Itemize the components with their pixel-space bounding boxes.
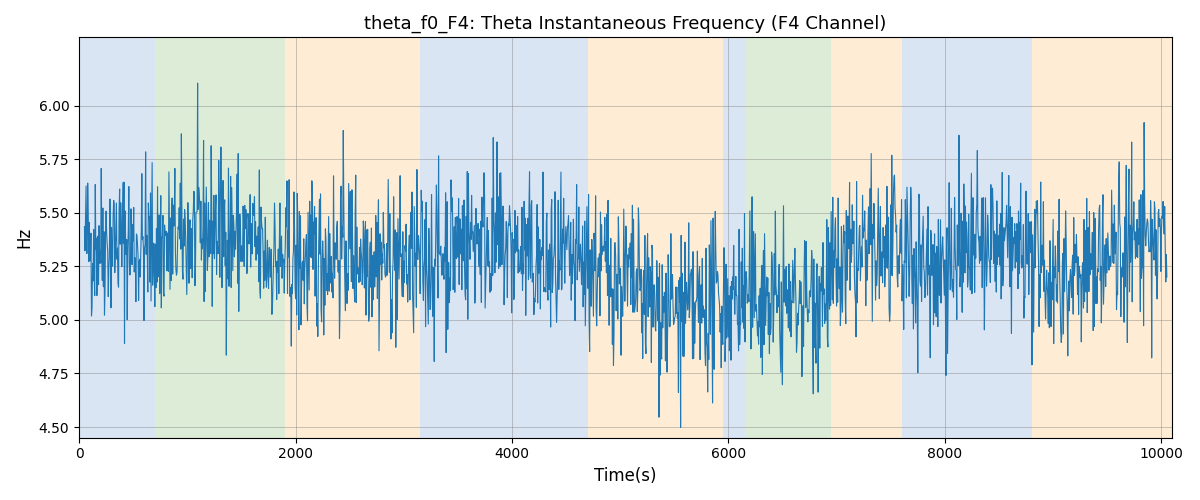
Title: theta_f0_F4: Theta Instantaneous Frequency (F4 Channel): theta_f0_F4: Theta Instantaneous Frequen…	[365, 15, 887, 34]
Bar	[901, 38, 1032, 438]
Bar	[724, 38, 745, 438]
Bar	[79, 38, 155, 438]
Y-axis label: Hz: Hz	[14, 227, 32, 248]
Bar	[517, 38, 588, 438]
X-axis label: Time(s): Time(s)	[594, 467, 656, 485]
Bar	[1032, 38, 1172, 438]
Bar	[745, 38, 832, 438]
Bar	[284, 38, 420, 438]
Bar	[832, 38, 901, 438]
Bar	[588, 38, 724, 438]
Bar	[420, 38, 517, 438]
Bar	[155, 38, 284, 438]
